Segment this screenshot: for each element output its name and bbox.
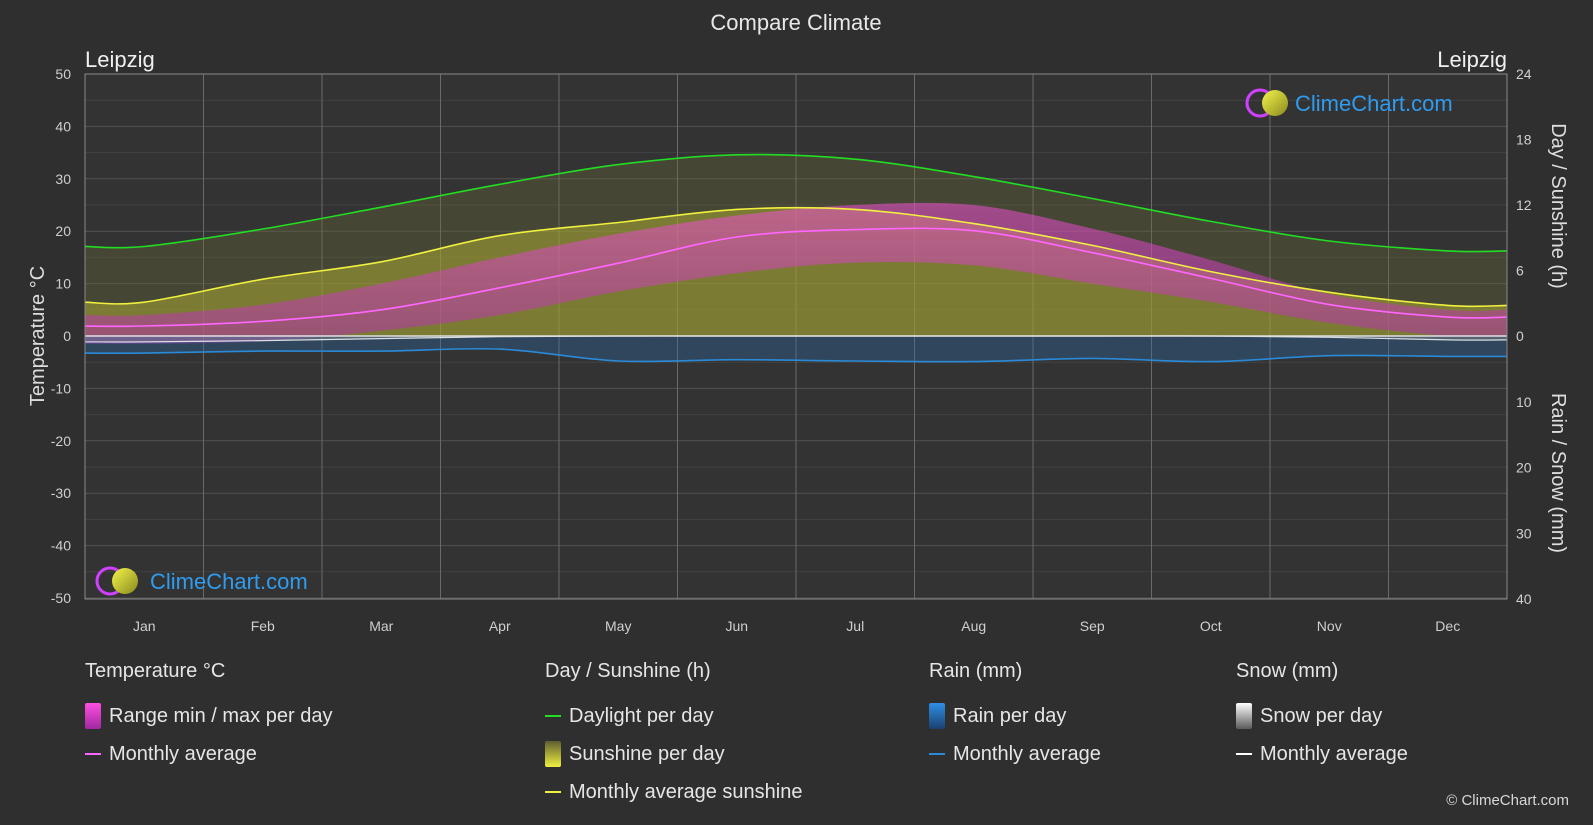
y-right-bottom-tick-label: 20 [1516,460,1532,476]
x-tick-label-apr: Apr [489,618,511,634]
y-left-tick-label: -20 [51,433,71,449]
y-right-top-tick-label: 24 [1516,66,1532,82]
y-left-tick-label: -10 [51,380,71,396]
line-swatch-icon [545,715,561,717]
legend-item-snow: Snow per day [1236,697,1408,735]
y-left-label: Temperature °C [27,266,49,406]
y-right-bottom-tick-label: 40 [1516,591,1532,607]
rain-avg-line [84,347,1508,363]
daylight-line [84,153,1508,253]
legend-item-rain: Rain per day [929,697,1101,735]
line-swatch-icon [929,753,945,755]
x-tick-label-jan: Jan [133,618,156,634]
climate-chart: Compare Climate Leipzig Leipzig Temperat… [27,10,1569,634]
x-tick-label-jun: Jun [725,618,748,634]
line-swatch-icon [85,753,101,755]
legend-label: Monthly average sunshine [569,780,803,803]
legend-temperature: Temperature °C Range min / max per day M… [85,660,332,773]
copyright: © ClimeChart.com [1446,792,1569,809]
legend-label: Range min / max per day [109,704,333,727]
legend-item-snow-avg: Monthly average [1236,735,1408,773]
x-tick-label-dec: Dec [1435,618,1460,634]
rain-swatch-icon [929,703,945,729]
legend-rain: Rain (mm) Rain per day Monthly average [929,660,1101,773]
legend-title-snow: Snow (mm) [1236,660,1339,682]
snow-swatch-icon [1236,703,1252,729]
y-left-tick-label: 50 [55,66,71,82]
y-right-top-tick-label: 12 [1516,197,1532,213]
y-left-tick-label: 30 [55,171,71,187]
range-swatch-icon [85,703,101,729]
y-left-tick-label: -50 [51,590,71,606]
legend-label: Monthly average [1260,742,1408,765]
x-tick-label-jul: Jul [846,618,864,634]
x-tick-label-feb: Feb [251,618,275,634]
line-swatch-icon [545,791,561,793]
logo-sun-icon [112,568,138,594]
x-tick-label-may: May [605,618,631,634]
line-swatch-icon [1236,753,1252,755]
legend-label: Snow per day [1260,704,1383,727]
temperature-range-area [85,202,1507,345]
legend-label: Rain per day [953,704,1067,727]
plot-area: 50 40 30 20 10 0 -10 -20 -30 -40 -50 24 18 12 6 0 10 20 30… [51,66,1532,634]
legend-title-rain: Rain (mm) [929,660,1023,682]
location-right: Leipzig [1437,47,1507,72]
y-left-tick-label: 20 [55,223,71,239]
legend-item-temp-range: Range min / max per day [85,697,332,735]
y-left-tick-label: 40 [55,118,71,134]
y-right-bottom-tick-label: 30 [1516,525,1532,541]
temperature-avg-line [84,227,1508,328]
legend-title-temperature: Temperature °C [85,660,226,682]
x-tick-label-oct: Oct [1200,618,1222,634]
x-tick-label-mar: Mar [369,618,393,634]
rain-area [85,336,1507,362]
y-right-top-tick-label: 6 [1516,263,1524,279]
y-right-bottom-label: Rain / Snow (mm) [1547,393,1569,553]
y-left-tick-label: -40 [51,538,71,554]
plot-frame [84,73,1508,600]
x-tick-label-aug: Aug [961,618,986,634]
legend-label: Monthly average [109,742,257,765]
legend-label: Monthly average [953,742,1101,765]
y-right-top-tick-label: 0 [1516,328,1524,344]
legend-sunshine: Day / Sunshine (h) Daylight per day Suns… [545,660,802,811]
sunshine-avg-line [84,206,1508,308]
legend-item-temp-avg: Monthly average [85,735,332,773]
legend-label: Sunshine per day [569,742,725,765]
brand-logo-top: ClimeChart.com [1245,88,1453,118]
logo-sun-icon [1262,90,1288,116]
legend-item-sunshine: Sunshine per day [545,735,802,773]
legend-snow: Snow (mm) Snow per day Monthly average [1236,660,1408,773]
brand-logo-bottom: ClimeChart.com [95,566,308,596]
y-left-tick-label: 10 [55,276,71,292]
legend-item-daylight: Daylight per day [545,697,802,735]
y-right-top-tick-label: 18 [1516,132,1532,148]
x-tick-label-nov: Nov [1317,618,1342,634]
y-right-top-label: Day / Sunshine (h) [1547,123,1569,289]
legend-title-sunshine: Day / Sunshine (h) [545,660,711,682]
legend-label: Daylight per day [569,704,714,727]
legend-item-sunshine-avg: Monthly average sunshine [545,773,802,811]
brand-name-bottom: ClimeChart.com [150,569,308,594]
y-right-bottom-tick-label: 10 [1516,394,1532,410]
legend-item-rain-avg: Monthly average [929,735,1101,773]
y-left-tick-label: 0 [63,328,71,344]
brand-name-top: ClimeChart.com [1295,91,1453,116]
sunshine-swatch-icon [545,741,561,767]
location-left: Leipzig [85,47,155,72]
chart-title: Compare Climate [710,10,881,35]
x-tick-label-sep: Sep [1080,618,1105,634]
y-left-tick-label: -30 [51,485,71,501]
